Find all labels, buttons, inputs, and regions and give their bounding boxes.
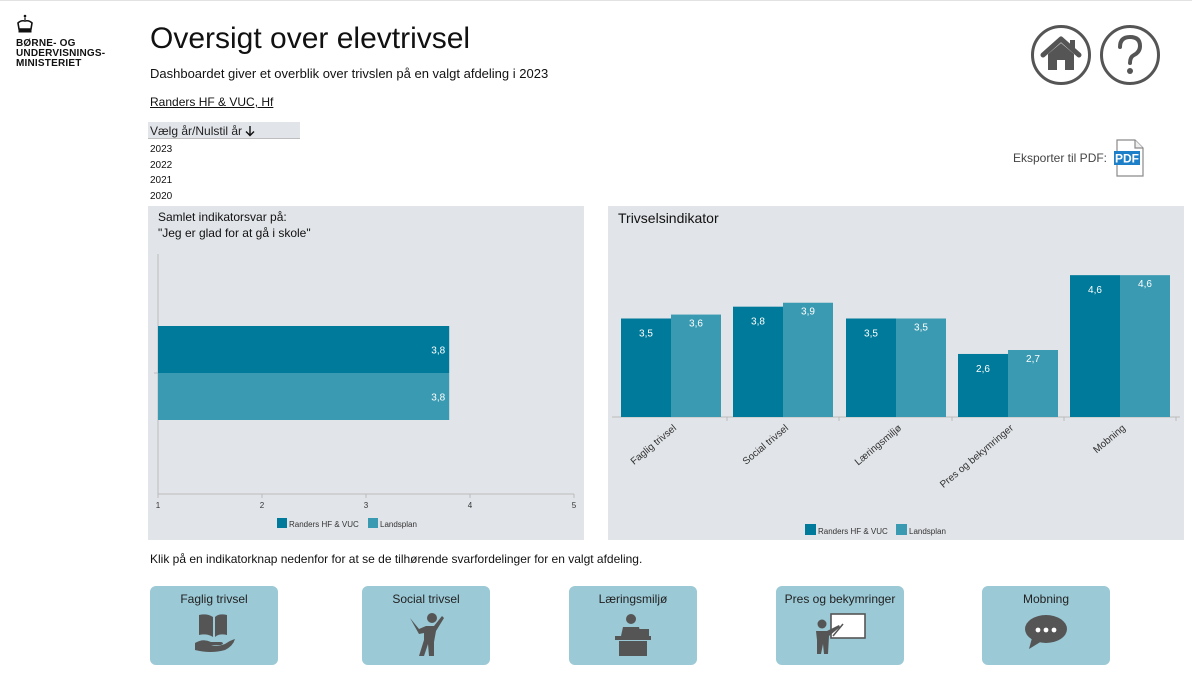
teacher-board-icon xyxy=(816,613,866,654)
bar-landsplan xyxy=(158,373,450,420)
wellbeing-indicator-title: Trivselsindikator xyxy=(618,210,719,226)
school-link[interactable]: Randers HF & VUC, Hf xyxy=(150,95,274,109)
legend-label-randers: Randers HF & VUC xyxy=(289,520,359,529)
legend-swatch-randers xyxy=(277,518,287,528)
faglig-trivsel-button[interactable]: Faglig trivsel xyxy=(150,586,278,665)
arrow-down-icon xyxy=(245,126,255,137)
bar-randers-2 xyxy=(846,318,896,417)
overall-indicator-panel: Samlet indikatorsvar på: "Jeg er glad fo… xyxy=(148,206,584,540)
legend-swatch-randers xyxy=(805,524,816,535)
ministry-logo: BØRNE- OG UNDERVISNINGS- MINISTERIET xyxy=(16,14,136,69)
wellbeing-indicator-panel: Trivselsindikator 3,5 3,6 Faglig trivsel 3,… xyxy=(608,206,1184,540)
laeringsmiljo-button[interactable]: Læringsmiljø xyxy=(569,586,697,665)
bar-label-randers-4: 4,6 xyxy=(1088,285,1102,296)
bar-label-randers-0: 3,5 xyxy=(639,329,653,340)
cheering-person-icon xyxy=(410,613,444,656)
category-label-0: Faglig trivsel xyxy=(629,423,679,468)
bar-landsplan-4 xyxy=(1120,275,1170,417)
bar-label-randers: 3,8 xyxy=(431,346,445,357)
bar-randers-4 xyxy=(1070,275,1120,417)
laeringsmiljo-label: Læringsmiljø xyxy=(598,592,668,606)
bar-landsplan-3 xyxy=(1008,350,1058,417)
mobning-button[interactable]: Mobning xyxy=(982,586,1110,665)
home-icon[interactable] xyxy=(1030,24,1092,86)
mobning-label: Mobning xyxy=(1022,592,1070,606)
legend-label-randers: Randers HF & VUC xyxy=(818,527,888,536)
svg-text:PDF: PDF xyxy=(1115,152,1139,166)
page-title: Oversigt over elevtrivsel xyxy=(150,22,471,55)
year-option-2022[interactable]: 2022 xyxy=(150,159,173,171)
x-tick-label-1: 1 xyxy=(156,501,161,510)
ministry-name: BØRNE- OG UNDERVISNINGS- MINISTERIET xyxy=(16,39,136,69)
pres-og-bekymringer-label: Pres og bekymringer xyxy=(784,592,896,606)
year-option-2020[interactable]: 2020 xyxy=(150,190,173,202)
year-option-2021[interactable]: 2021 xyxy=(150,175,173,186)
pdf-icon[interactable]: PDF xyxy=(1114,139,1144,177)
bar-label-randers-1: 3,8 xyxy=(751,317,765,328)
bar-randers-3 xyxy=(958,353,1008,417)
pres-og-bekymringer-button[interactable]: Pres og bekymringer xyxy=(776,586,904,665)
legend-swatch-landsplan xyxy=(896,524,907,535)
top-divider xyxy=(0,0,1192,1)
bar-label-randers-3: 2,6 xyxy=(976,364,990,375)
bar-label-randers-2: 3,5 xyxy=(864,329,878,340)
year-filter-header[interactable]: Vælg år/Nulstil år xyxy=(148,122,300,139)
x-tick-label-5: 5 xyxy=(572,501,577,510)
overall-indicator-title-line1: Samlet indikatorsvar på: xyxy=(158,210,287,224)
bar-randers-1 xyxy=(733,306,783,417)
bar-label-landsplan: 3,8 xyxy=(431,393,445,404)
bar-label-landsplan-0: 3,6 xyxy=(689,319,703,330)
export-label: Eksporter til PDF: xyxy=(1013,151,1108,165)
help-icon[interactable] xyxy=(1099,24,1161,86)
bar-label-landsplan-3: 2,7 xyxy=(1026,354,1040,365)
crown-icon xyxy=(17,14,33,33)
bar-randers-0 xyxy=(621,318,671,417)
wellbeing-indicator-chart: 3,5 3,6 Faglig trivsel 3,8 3,9 Social trivsel… xyxy=(612,275,1180,536)
bar-landsplan-0 xyxy=(671,314,721,417)
bar-label-landsplan-4: 4,6 xyxy=(1138,279,1152,290)
student-desk-icon xyxy=(615,614,651,656)
bar-landsplan-1 xyxy=(783,302,833,417)
year-list: 2023 2022 2021 2020 xyxy=(150,142,172,204)
category-label-3: Pres og bekymringer xyxy=(938,422,1016,490)
speech-bubble-icon xyxy=(1025,615,1067,649)
social-trivsel-label: Social trivsel xyxy=(392,592,460,606)
page-subtitle: Dashboardet giver et overblik over trivs… xyxy=(150,66,549,81)
x-tick-label-3: 3 xyxy=(364,501,369,510)
overall-indicator-title-line2: "Jeg er glad for at gå i skole" xyxy=(158,226,311,240)
x-tick-label-2: 2 xyxy=(260,501,265,510)
category-label-1: Social trivsel xyxy=(741,423,791,468)
x-tick-label-4: 4 xyxy=(468,501,473,510)
year-option-2023[interactable]: 2023 xyxy=(150,144,173,155)
overall-indicator-title: Samlet indikatorsvar på: "Jeg er glad fo… xyxy=(158,209,311,241)
legend-label-landsplan: Landsplan xyxy=(380,520,417,529)
legend-label-landsplan: Landsplan xyxy=(909,527,946,536)
bar-landsplan-2 xyxy=(896,318,946,417)
bar-label-landsplan-1: 3,9 xyxy=(801,307,815,318)
category-label-4: Mobning xyxy=(1091,423,1127,456)
book-hand-icon xyxy=(195,614,235,652)
legend-swatch-landsplan xyxy=(368,518,378,528)
export-pdf[interactable]: Eksporter til PDF: PDF xyxy=(1013,138,1144,178)
instruction-text: Klik på en indikatorknap nedenfor for at… xyxy=(150,552,643,566)
bar-randers xyxy=(158,326,450,373)
bar-label-landsplan-2: 3,5 xyxy=(914,323,928,334)
logo-line-1: BØRNE- OG xyxy=(16,38,76,49)
logo-line-3: MINISTERIET xyxy=(16,58,82,69)
social-trivsel-button[interactable]: Social trivsel xyxy=(362,586,490,665)
year-filter-label: Vælg år/Nulstil år xyxy=(150,124,243,138)
overall-indicator-chart: 3,8 3,8 1 2 3 4 5 Randers HF & VUC Landsplan xyxy=(154,254,577,529)
category-label-2: Læringsmiljø xyxy=(853,423,904,468)
logo-line-2: UNDERVISNINGS- xyxy=(16,48,106,59)
faglig-trivsel-label: Faglig trivsel xyxy=(180,592,248,606)
